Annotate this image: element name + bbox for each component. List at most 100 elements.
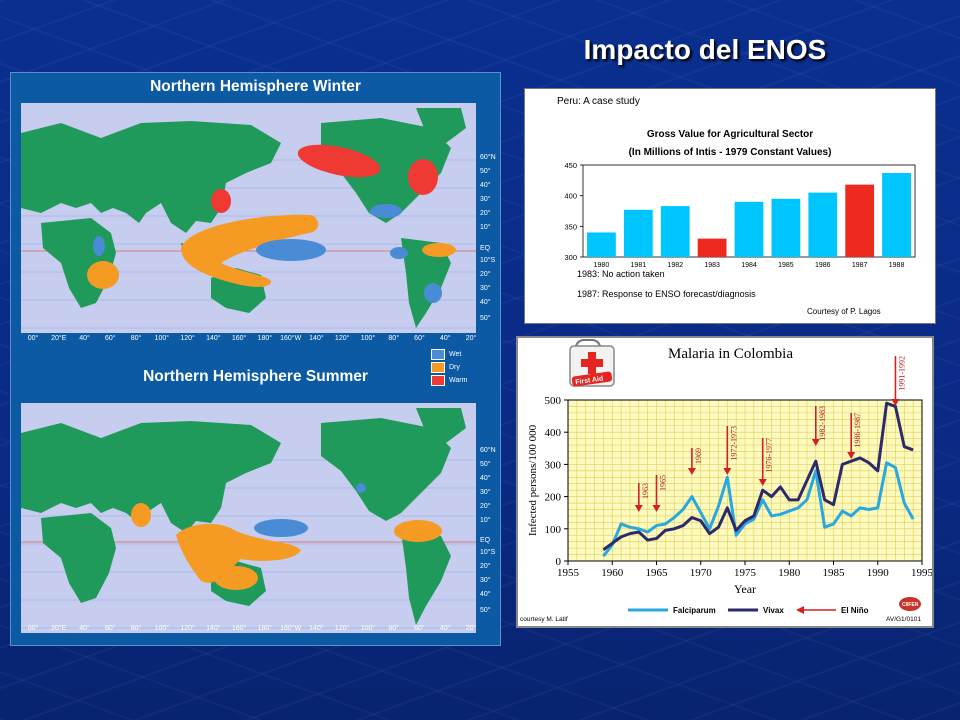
map-legend: Wet Dry Warm	[431, 349, 467, 388]
el-nino-label: 1991-1992	[897, 356, 906, 391]
lon-label: 00°	[27, 625, 39, 632]
peru-agriculture-chart: Peru: A case study Gross Value for Agric…	[524, 88, 936, 324]
malaria-credit: courtesy M. Latif	[520, 616, 568, 623]
lon-label: 40°	[79, 335, 90, 342]
summer-map-graphic	[21, 403, 476, 633]
malaria-colombia-chart: First Aid Malaria in Colombia courtesy M…	[516, 336, 934, 628]
lon-label: 160°	[231, 335, 247, 342]
peru-chart-subtitle: (In Millions of Intis - 1979 Constant Va…	[628, 147, 832, 158]
summer-lat-labels: 60°N 50° 40° 30° 20° 10° EQ 10°S 20° 30°…	[477, 403, 502, 633]
legend-el-nino-arrowhead	[796, 606, 804, 614]
lat-label: 30°	[480, 489, 491, 496]
peru-bar-1985	[771, 198, 801, 257]
malaria-line-plot: First Aid Malaria in Colombia courtesy M…	[520, 339, 932, 623]
lon-label: 40°	[439, 625, 451, 632]
lat-label: 10°S	[480, 549, 496, 556]
peru-xtick-label: 1981	[631, 262, 647, 269]
lon-label: 80°	[388, 625, 399, 632]
lon-label: 160°	[231, 625, 247, 632]
malaria-ytick-label: 400	[545, 427, 562, 439]
lon-label: 180°	[257, 335, 273, 342]
lat-label: 20°	[480, 503, 491, 510]
peru-ytick-label: 400	[564, 192, 577, 201]
lon-label: 80°	[130, 625, 142, 632]
el-nino-label: 1972-1973	[729, 426, 738, 461]
lat-label: 30°	[480, 196, 491, 203]
el-nino-arrowhead	[891, 399, 900, 406]
peru-bar-1980	[587, 232, 616, 257]
el-nino-label: 1963	[641, 483, 650, 499]
malaria-xtick-label: 1975	[734, 567, 757, 579]
peru-credit: Courtesy of P. Lagos	[807, 307, 881, 316]
lat-label: 30°	[480, 577, 491, 584]
lon-label: 60°	[414, 335, 425, 342]
malaria-xtick-label: 1990	[867, 567, 890, 579]
lon-label: 140°	[309, 625, 324, 632]
lat-label: 40°	[480, 182, 491, 189]
winter-map	[21, 103, 476, 333]
peru-chart-title: Gross Value for Agricultural Sector	[646, 129, 814, 140]
lon-label: 140°	[206, 335, 221, 342]
legend-vivax-label: Vivax	[763, 606, 784, 615]
malaria-xtick-label: 1955	[557, 567, 580, 579]
el-nino-label: 1969	[694, 448, 703, 464]
lon-label: 140°	[206, 625, 221, 632]
malaria-code: AV/G1/0101	[886, 616, 921, 623]
series-vivax	[602, 401, 914, 551]
lon-label: 20°E	[51, 335, 67, 342]
lat-label: 60°N	[480, 154, 496, 161]
first-aid-label: First Aid	[575, 375, 604, 386]
winter-map-graphic	[21, 103, 476, 333]
slide-title: Impacto del ENOS	[583, 34, 827, 65]
lat-label: 40°	[480, 299, 491, 306]
lon-label: 20°	[465, 335, 477, 342]
malaria-ytick-label: 300	[545, 459, 562, 471]
winter-lon-labels: 00° 20°E 40° 60° 80° 100° 120° 140° 160° 180° 160°…	[21, 335, 477, 345]
legend-dry: Dry	[431, 362, 467, 373]
peru-bar-1984	[734, 201, 764, 257]
lat-label: EQ	[480, 537, 491, 544]
lon-label: 120°	[180, 625, 195, 632]
el-nino-arrowhead	[652, 505, 661, 512]
lon-label: 100°	[360, 625, 376, 632]
lat-label: 50°	[480, 461, 491, 468]
malaria-ytick-label: 100	[545, 524, 562, 536]
lon-label: 120°	[180, 335, 195, 342]
lat-label: 50°	[480, 168, 491, 175]
malaria-ytick-label: 0	[556, 556, 562, 568]
lat-label: 40°	[480, 591, 491, 598]
lon-label: 100°	[360, 335, 376, 342]
malaria-ylabel: Infected persons/100 000	[527, 424, 539, 536]
malaria-title: Malaria in Colombia	[668, 346, 793, 362]
el-nino-label: 1965	[659, 475, 668, 491]
lat-label: 10°S	[480, 257, 496, 264]
lat-label: 20°	[480, 563, 491, 570]
lat-label: 40°	[480, 475, 491, 482]
summer-lon-labels: 00° 20°E 40° 60° 80° 100° 120° 140° 160° 180° 160°…	[21, 625, 477, 635]
peru-note-1987: 1987: Response to ENSO forecast/diagnosi…	[577, 289, 756, 299]
ciifen-logo: CIIFEN	[899, 597, 921, 611]
peru-xtick-label: 1987	[852, 262, 868, 269]
malaria-xtick-label: 1965	[646, 567, 669, 579]
malaria-ytick-label: 200	[545, 492, 562, 504]
winter-map-title: Northern Hemisphere Winter	[150, 78, 361, 95]
peru-ytick-label: 300	[564, 253, 577, 262]
lon-label: 40°	[79, 625, 90, 632]
malaria-xtick-label: 1985	[823, 567, 846, 579]
lat-label: EQ	[480, 245, 491, 252]
lon-label: 160°W	[280, 625, 302, 632]
lon-label: 20°E	[51, 625, 67, 632]
winter-lat-labels: 60°N 50° 40° 30° 20° 10° EQ 10°S 20° 30°…	[477, 103, 502, 333]
peru-ytick-label: 450	[564, 161, 577, 170]
el-nino-arrowhead	[723, 468, 732, 475]
el-nino-label: 1986-1987	[853, 413, 862, 448]
lon-label: 80°	[130, 335, 142, 342]
summer-map	[21, 403, 476, 633]
peru-bar-plot: 450 400 350 300 1980 1981 1982 1983 1984 1985 1986…	[564, 161, 916, 269]
peru-xtick-label: 1984	[741, 262, 757, 269]
peru-ytick-label: 350	[564, 222, 577, 231]
summer-map-title: Northern Hemisphere Summer	[143, 368, 368, 385]
enso-impact-maps: Northern Hemisphere Winter	[10, 72, 501, 646]
peru-note-1983: 1983: No action taken	[577, 269, 665, 279]
peru-heading: Peru: A case study	[557, 96, 640, 107]
